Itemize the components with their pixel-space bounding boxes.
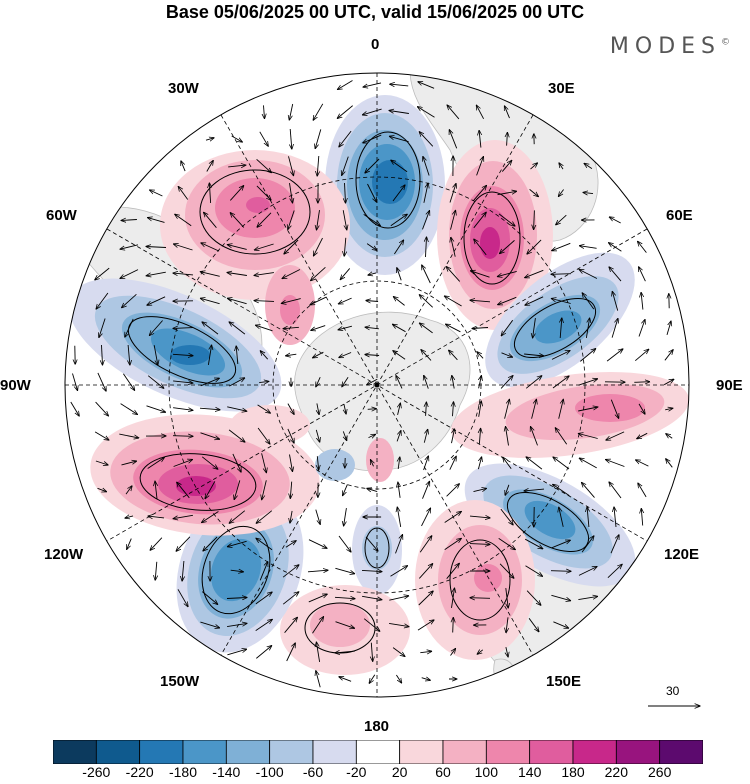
colorbar-tick-label: 220 [605, 764, 628, 780]
colorbar-swatch [270, 740, 313, 764]
colorbar-tick-label: 100 [475, 764, 498, 780]
south-pole-marker [375, 383, 380, 388]
lon-label-30e: 30E [548, 80, 575, 97]
colorbar-tick-labels: -260 -220 -180 -140 -100 -60 -20 20 60 100 140 180 2… [0, 764, 750, 784]
colorbar-swatch [443, 740, 486, 764]
lon-label-30w: 30W [168, 80, 199, 97]
colorbar-tick-label: 180 [561, 764, 584, 780]
map-disc-content [50, 68, 700, 710]
colorbar-tick-label: -20 [346, 764, 366, 780]
lon-label-150e: 150E [546, 673, 581, 690]
wind-vector [453, 618, 454, 633]
colorbar [53, 740, 703, 764]
colorbar-tick-label: 260 [648, 764, 671, 780]
wind-vector [470, 598, 490, 599]
colorbar-tick-label: -100 [256, 764, 284, 780]
colorbar-tick-label: -260 [82, 764, 110, 780]
colorbar-tick-label: -220 [126, 764, 154, 780]
colorbar-swatch [140, 740, 183, 764]
lon-label-150w: 150W [160, 673, 199, 690]
wind-vector [551, 571, 571, 572]
colorbar-tick-label: -180 [169, 764, 197, 780]
reference-vector-value: 30 [666, 684, 679, 698]
colorbar-swatch [486, 740, 529, 764]
wind-vector [368, 409, 377, 410]
colorbar-swatch [356, 740, 399, 764]
colorbar-swatch [53, 740, 96, 764]
colorbar-tick-label: 140 [518, 764, 541, 780]
lon-label-90e: 90E [716, 377, 743, 394]
colorbar-swatch [616, 740, 659, 764]
colorbar-tick-label: 60 [435, 764, 451, 780]
lon-label-60e: 60E [666, 207, 693, 224]
lon-label-180: 180 [364, 718, 389, 735]
colorbar-swatch [660, 740, 703, 764]
colorbar-swatch [573, 740, 616, 764]
colorbar-swatch [226, 740, 269, 764]
colorbar-tick-label: 20 [392, 764, 408, 780]
colorbar-swatch [530, 740, 573, 764]
lon-label-0: 0 [371, 36, 379, 53]
lon-label-120w: 120W [44, 546, 83, 563]
colorbar-swatch [313, 740, 356, 764]
colorbar-swatch [400, 740, 443, 764]
wind-vector [634, 382, 649, 383]
colorbar-swatch [96, 740, 139, 764]
wind-vector [551, 274, 571, 275]
lon-label-120e: 120E [664, 546, 699, 563]
lon-label-60w: 60W [46, 207, 77, 224]
colorbar-tick-label: -60 [303, 764, 323, 780]
lon-label-90w: 90W [0, 377, 31, 394]
colorbar-tick-label: -140 [212, 764, 240, 780]
colorbar-swatch [183, 740, 226, 764]
wind-vector [173, 436, 193, 437]
